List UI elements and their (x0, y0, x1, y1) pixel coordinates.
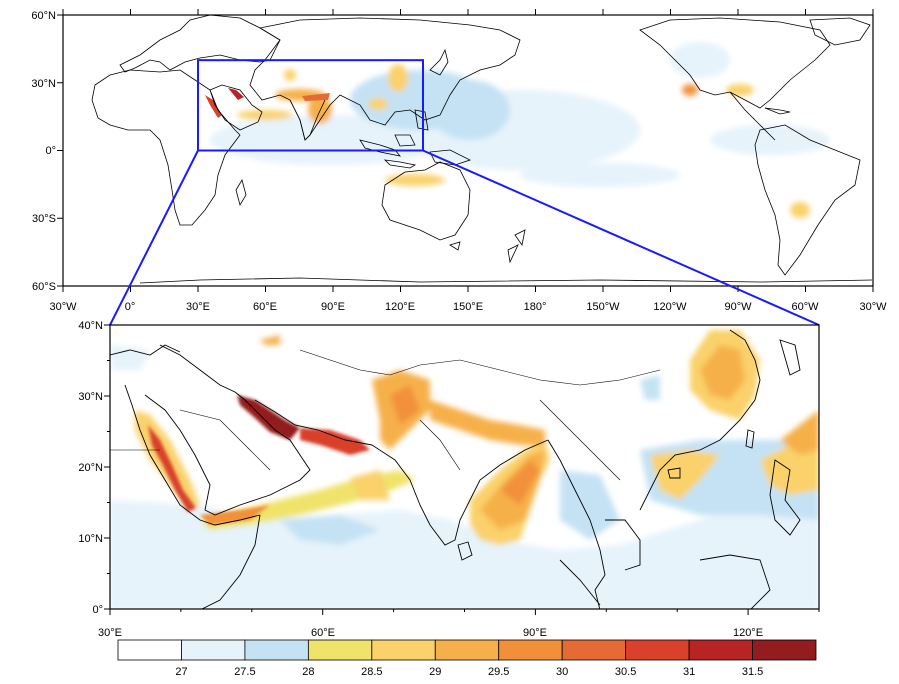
zoom-lon-60e: 60°E (311, 627, 335, 639)
colorbar-swatch (561, 639, 627, 661)
lon-label-150w: 150°W (586, 301, 620, 313)
colorbar-label: 30.5 (615, 666, 636, 678)
lon-label-30w-right: 30°W (859, 301, 887, 313)
zoom-lat-labels: 40°N 30°N 20°N 10°N 0° (78, 320, 103, 616)
colorbar-label: 28 (302, 666, 314, 678)
colorbar-label: 27 (175, 666, 187, 678)
lat-label-30n: 30°N (31, 78, 56, 90)
zoom-lat-40n: 40°N (78, 320, 103, 332)
lon-label-60w: 60°W (791, 301, 819, 313)
zoom-coastlines (110, 329, 801, 609)
zoom-lat-20n: 20°N (78, 462, 103, 474)
zoom-lon-120e: 120°E (733, 627, 763, 639)
colorbar-swatch (117, 639, 182, 661)
zoom-sst-field (110, 330, 819, 609)
global-lon-labels: 30°W 0° 30°E 60°E 90°E 120°E 150°E 180° … (49, 301, 887, 313)
lon-label-60e: 60°E (253, 301, 277, 313)
lon-label-180: 180° (524, 301, 547, 313)
lon-label-0: 0° (125, 301, 136, 313)
colorbar-swatch (434, 639, 500, 661)
lon-label-90w: 90°W (724, 301, 752, 313)
lon-label-120w: 120°W (653, 301, 687, 313)
colorbar-label: 29.5 (488, 666, 509, 678)
colorbar-label: 27.5 (234, 666, 255, 678)
colorbar: 27 27.5 28 28.5 29 29.5 30 30.5 31 31.5 (117, 639, 817, 678)
colorbar-swatch (498, 639, 563, 661)
zoom-lat-10n: 10°N (78, 533, 103, 545)
colorbar-swatch (244, 639, 309, 661)
colorbar-swatch (625, 639, 690, 661)
lon-label-120e: 120°E (385, 301, 415, 313)
colorbar-swatch (181, 639, 246, 661)
zoom-lon-90e: 90°E (523, 627, 547, 639)
global-lat-labels: 60°N 30°N 0° 30°S 60°S (31, 10, 56, 293)
lon-label-30e: 30°E (186, 301, 210, 313)
lon-label-90e: 90°E (321, 301, 345, 313)
global-coastlines (91, 15, 873, 284)
zoom-lat-0: 0° (92, 604, 103, 616)
colorbar-swatch (688, 639, 753, 661)
colorbar-label: 31 (683, 666, 695, 678)
lat-label-60s: 60°S (32, 281, 56, 293)
colorbar-label: 31.5 (742, 666, 763, 678)
region-box (197, 59, 424, 152)
colorbar-label: 30 (556, 666, 568, 678)
lat-label-60n: 60°N (31, 10, 56, 22)
zoom-lon-30e: 30°E (98, 627, 122, 639)
zoom-connector-left (109, 150, 199, 326)
zoom-connector-right (422, 149, 820, 326)
lon-label-150e: 150°E (453, 301, 483, 313)
colorbar-swatch (307, 639, 373, 661)
zoom-lat-30n: 30°N (78, 391, 103, 403)
global-sst-field (205, 42, 830, 218)
colorbar-swatch (371, 639, 436, 661)
colorbar-label: 28.5 (361, 666, 382, 678)
lon-label-30w: 30°W (49, 301, 77, 313)
lat-label-0: 0° (45, 145, 56, 157)
zoom-ticks (104, 324, 820, 615)
lat-label-30s: 30°S (32, 213, 56, 225)
zoom-lon-labels: 30°E 60°E 90°E 120°E (98, 627, 763, 639)
global-map: 60°N 30°N 0° 30°S 60°S 30°W 0° 30°E 60°E… (31, 9, 887, 313)
zoom-map: 40°N 30°N 20°N 10°N 0° 30°E 60°E 90°E 12… (78, 320, 820, 639)
colorbar-label: 29 (429, 666, 441, 678)
colorbar-swatch (752, 639, 817, 661)
